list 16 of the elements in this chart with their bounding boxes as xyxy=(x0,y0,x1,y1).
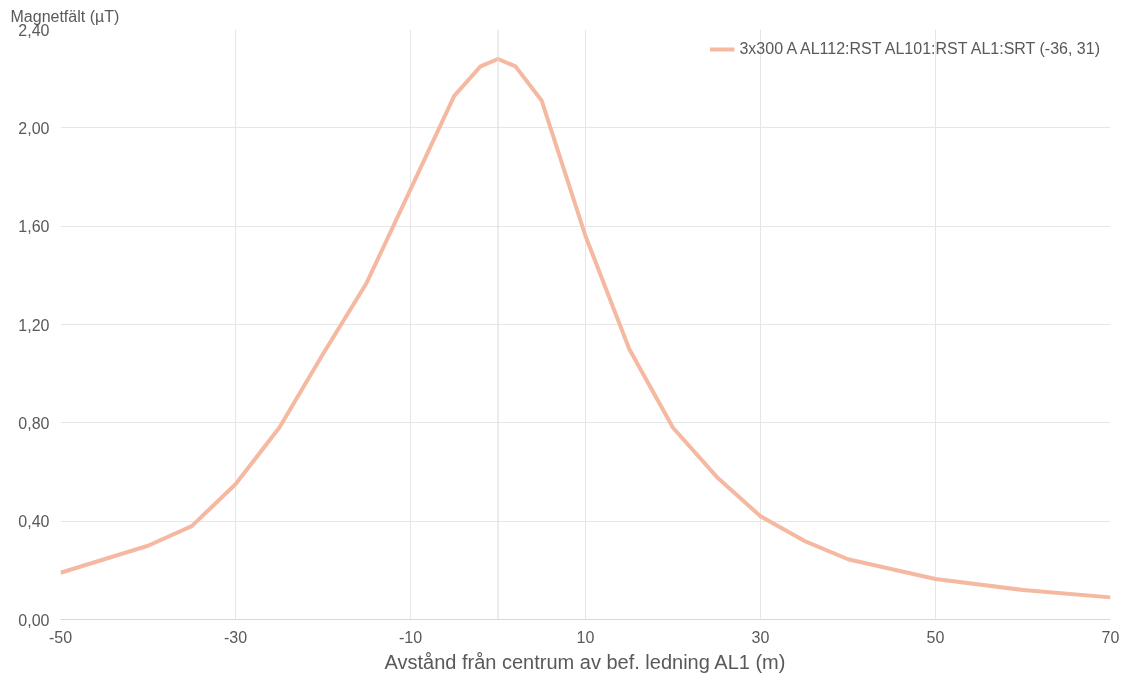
legend-label: 3x300 A AL112:RST AL101:RST AL1:SRT (-36, 31) xyxy=(739,40,1100,58)
x-tick-label: 10 xyxy=(576,628,595,646)
line-series xyxy=(60,57,1111,600)
x-tick-label: -30 xyxy=(223,628,248,646)
x-tick-label: 50 xyxy=(926,628,945,646)
x-axis-title: Avstånd från centrum av bef. ledning AL1 (m) xyxy=(384,650,786,673)
y-tick-label: 1,20 xyxy=(18,316,50,334)
y-tick-label: 0,40 xyxy=(18,513,50,531)
x-tick-label: -10 xyxy=(398,628,423,646)
y-tick-label: 2,00 xyxy=(18,119,50,137)
x-tick-label: 70 xyxy=(1101,628,1120,646)
y-tick-label: 1,60 xyxy=(18,218,50,236)
x-tick-label: -50 xyxy=(48,628,73,646)
y-tick-label: 0,80 xyxy=(18,414,50,432)
y-tick-label: 0,00 xyxy=(18,611,50,629)
x-tick-label: 30 xyxy=(751,628,770,646)
